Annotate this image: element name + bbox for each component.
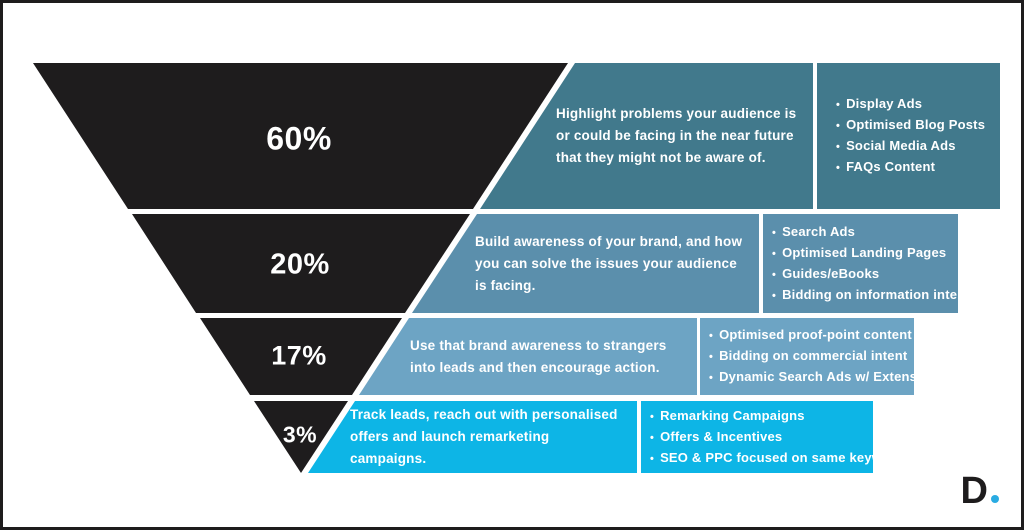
brand-logo: D <box>961 472 999 510</box>
row2-tactics-panel: • Search Ads • Optimised Landing Pages •… <box>763 214 970 313</box>
funnel-percent-1: 60% <box>266 120 332 157</box>
bullet-dot: • <box>836 141 841 153</box>
bullet-label: Bidding on commercial intent <box>719 348 908 363</box>
bullet-label: Optimised proof-point content <box>719 327 912 342</box>
bullet-label: FAQs Content <box>846 159 936 174</box>
bullet-label: Guides/eBooks <box>782 265 880 281</box>
row2-description-text: Build awareness of your brand, and how y… <box>475 233 743 293</box>
bullet-label: Offers & Incentives <box>660 428 783 444</box>
bullet-item: • Optimised Landing Pages <box>772 243 958 264</box>
bullet-item: • Guides/eBooks <box>772 264 958 285</box>
bullet-item: • Bidding on information intent <box>772 285 970 306</box>
row4-tactics-panel: • Remarking Campaigns • Offers & Incenti… <box>641 401 911 473</box>
funnel-segment-2 <box>132 214 470 313</box>
bullet-label: Display Ads <box>846 96 923 111</box>
bullet-item: • Dynamic Search Ads w/ Extensions <box>709 367 944 388</box>
row4-description-text: Track leads, reach out with personalised… <box>350 407 618 466</box>
bullet-item: • Social Media Ads <box>836 136 1000 157</box>
row3-description-text: Use that brand awareness to strangers in… <box>410 337 667 375</box>
bullet-label: Optimised Landing Pages <box>782 244 947 260</box>
funnel-segment-1 <box>33 63 568 209</box>
funnel-shape <box>33 63 568 473</box>
bullet-item: • Optimised Blog Posts <box>836 115 1000 136</box>
bullet-item: • Offers & Incentives <box>650 427 873 448</box>
bullet-label: Optimised Blog Posts <box>846 117 986 132</box>
funnel-percent-2: 20% <box>270 248 330 281</box>
bullet-label: SEO & PPC focused on same keywords <box>660 449 912 465</box>
bullet-dot: • <box>709 372 714 384</box>
bullet-item: • Bidding on commercial intent <box>709 346 914 367</box>
bullet-dot: • <box>772 268 777 281</box>
bullet-item: • Display Ads <box>836 94 1000 115</box>
bullet-dot: • <box>772 247 777 260</box>
bullet-dot: • <box>772 289 777 302</box>
bullet-dot: • <box>709 351 714 363</box>
funnel-segment-3 <box>200 318 402 395</box>
bullet-dot: • <box>836 162 841 174</box>
bullet-label: Bidding on information intent <box>782 286 970 302</box>
brand-logo-letter: D <box>960 470 988 512</box>
bullet-dot: • <box>772 226 777 239</box>
row1-description-text: Highlight problems your audience is or c… <box>556 106 797 165</box>
bullet-label: Remarking Campaigns <box>660 407 805 423</box>
row3-tactics-panel: • Optimised proof-point content • Biddin… <box>700 318 944 395</box>
bullet-dot: • <box>836 99 841 111</box>
brand-logo-dot-icon <box>991 495 999 503</box>
bullet-item: • Optimised proof-point content <box>709 325 914 346</box>
row1-tactics-panel: • Display Ads • Optimised Blog Posts • S… <box>817 63 1000 209</box>
bullet-dot: • <box>650 410 655 423</box>
funnel-segment-4 <box>254 401 348 473</box>
funnel-percent-4: 3% <box>282 421 318 448</box>
bullet-label: Dynamic Search Ads w/ Extensions <box>719 369 945 384</box>
bullet-dot: • <box>709 330 714 342</box>
bullet-item: • FAQs Content <box>836 157 1000 178</box>
bullet-label: Social Media Ads <box>846 138 956 153</box>
bullet-item: • Remarking Campaigns <box>650 406 873 427</box>
row2-description-panel: Build awareness of your brand, and how y… <box>412 214 759 313</box>
funnel-percent-3: 17% <box>271 340 327 371</box>
bullet-dot: • <box>650 452 655 465</box>
bullet-item: • SEO & PPC focused on same keywords <box>650 448 911 469</box>
bullet-item: • Search Ads <box>772 222 958 243</box>
bullet-dot: • <box>836 120 841 132</box>
row3-description-panel: Use that brand awareness to strangers in… <box>359 318 697 395</box>
bullet-dot: • <box>650 431 655 444</box>
bullet-label: Search Ads <box>782 223 856 239</box>
row4-description-panel: Track leads, reach out with personalised… <box>308 401 637 473</box>
